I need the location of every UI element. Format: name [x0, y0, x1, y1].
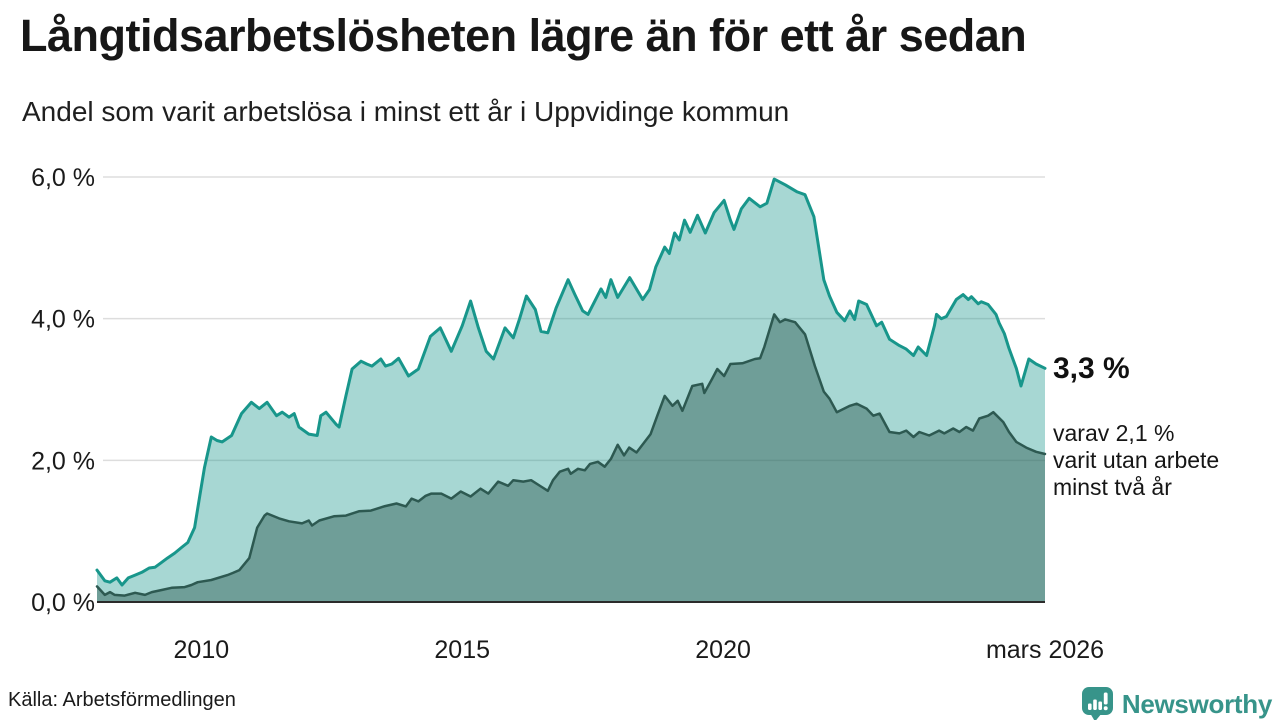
secondary-annotation: varav 2,1 % varit utan arbete minst två …	[1053, 420, 1219, 501]
source-credit: Källa: Arbetsförmedlingen	[8, 689, 236, 711]
series-area-minst-tva-ar	[97, 314, 1045, 602]
x-tick-label: mars 2026	[986, 636, 1104, 664]
newsworthy-wordmark: Newsworthy	[1121, 688, 1272, 719]
latest-value-label: 3,3 %	[1053, 352, 1130, 385]
x-tick-label: 2010	[174, 636, 230, 664]
secondary-annotation-line3: minst två år	[1053, 474, 1172, 501]
page-subtitle: Andel som varit arbetslösa i minst ett å…	[22, 96, 790, 127]
newsworthy-logo: Newsworthy	[1081, 686, 1272, 720]
y-tick-label: 6,0 %	[31, 164, 95, 192]
y-tick-label: 4,0 %	[31, 306, 95, 334]
x-tick-label: 2015	[434, 636, 490, 664]
secondary-annotation-line1: varav 2,1 %	[1053, 420, 1175, 446]
y-tick-label: 0,0 %	[31, 589, 95, 617]
secondary-annotation-line2: varit utan arbete	[1053, 447, 1220, 474]
page-title: Långtidsarbetslösheten lägre än för ett …	[20, 10, 1027, 61]
series-area-minst-ett-ar	[97, 179, 1045, 602]
series-line-minst-tva-ar	[95, 313, 1047, 597]
x-tick-label: 2020	[695, 636, 751, 664]
y-tick-label: 2,0 %	[31, 447, 95, 475]
newsworthy-bubble-icon	[1081, 687, 1113, 720]
series-line-minst-ett-ar	[95, 177, 1047, 587]
